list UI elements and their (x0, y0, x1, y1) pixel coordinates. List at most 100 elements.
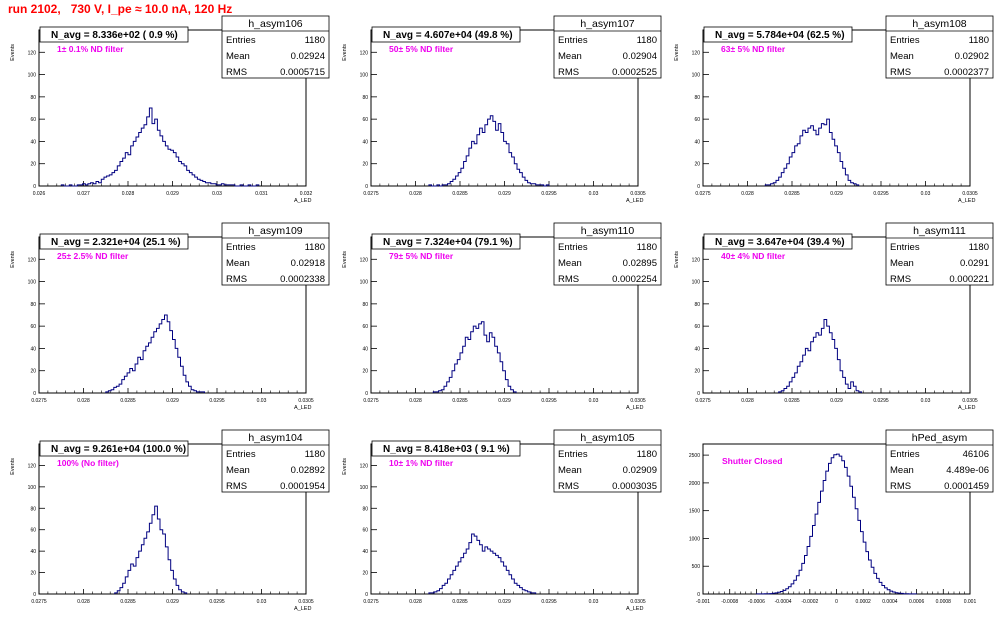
y-tick-label: 120 (28, 50, 37, 56)
y-axis-label: Events (342, 44, 348, 61)
n-avg-label: N_avg = 4.607e+04 (49.8 %) (383, 30, 513, 41)
stats-box (885, 429, 994, 493)
x-tick-label: 0.0295 (873, 191, 889, 197)
x-tick-label: 0.03 (589, 599, 599, 605)
filter-label: 25± 2.5% ND filter (57, 251, 129, 261)
x-tick-label: 0.0275 (363, 398, 379, 404)
stats-value: 4.489e-06 (946, 465, 989, 476)
x-tick-label: 0.0295 (541, 599, 557, 605)
x-tick-label: 0.028 (77, 599, 90, 605)
y-tick-label: 80 (362, 506, 368, 512)
n-avg-label: N_avg = 3.647e+04 (39.4 %) (715, 237, 845, 248)
histogram-pad-h-asym110: 0.0275 0.028 0.0285 0.029 0.0295 0.03 0.0305 0 2… (342, 222, 662, 411)
y-tick-label: 100 (692, 280, 701, 286)
y-axis-label: Events (10, 251, 16, 268)
stats-value: 1180 (305, 449, 325, 460)
histogram-pad-hPed-asym: -0.001 -0.0008 -0.0006 -0.0004 -0.0002 0 0.000… (689, 429, 994, 605)
stats-value: 1180 (637, 242, 657, 253)
y-tick-label: 20 (362, 369, 368, 375)
x-tick-label: 0.029 (166, 599, 179, 605)
stats-title: h_asym110 (581, 225, 635, 237)
y-tick-label: 40 (30, 549, 36, 555)
stats-value: 1180 (305, 35, 325, 46)
y-tick-label: 80 (694, 95, 700, 101)
x-tick-label: 0.0305 (962, 191, 978, 197)
x-tick-label: 0.0275 (31, 398, 47, 404)
y-axis-label: Events (10, 44, 16, 61)
y-tick-label: 20 (30, 369, 36, 375)
stats-key: Mean (226, 258, 250, 269)
y-tick-label: 20 (362, 162, 368, 168)
histogram-bins (764, 118, 860, 186)
x-tick-label: 0.0305 (630, 398, 646, 404)
stats-key: Entries (890, 242, 920, 253)
stats-value: 0.0291 (960, 258, 989, 269)
x-tick-label: 0.0275 (695, 191, 711, 197)
x-tick-label: 0.0275 (31, 599, 47, 605)
y-tick-label: 80 (30, 302, 36, 308)
stats-title: hPed_asym (912, 432, 968, 444)
x-tick-label: 0.03 (257, 398, 267, 404)
y-tick-label: 100 (28, 280, 37, 286)
stats-key: Entries (890, 449, 920, 460)
x-tick-label: 0.028 (77, 398, 90, 404)
x-tick-label: -0.0006 (748, 599, 765, 605)
stats-title: h_asym105 (580, 432, 634, 444)
x-tick-label: 0.028 (741, 398, 754, 404)
stats-key: RMS (226, 274, 247, 285)
x-tick-label: 0.0295 (209, 599, 225, 605)
x-axis-label: A_LED (294, 606, 311, 612)
stats-title: h_asym108 (912, 18, 966, 30)
filter-label: 40± 4% ND filter (721, 251, 786, 261)
x-tick-label: 0.03 (212, 191, 222, 197)
y-tick-label: 0 (33, 592, 36, 598)
histogram-pad-h-asym105: 0.0275 0.028 0.0285 0.029 0.0295 0.03 0.0305 0 2… (342, 429, 662, 612)
n-avg-box (371, 26, 521, 43)
stats-value: 0.02895 (623, 258, 657, 269)
stats-key: Mean (558, 465, 582, 476)
x-tick-label: 0.0285 (784, 398, 800, 404)
stats-value: 0.0002254 (612, 274, 657, 285)
x-tick-label: 0.028 (741, 191, 754, 197)
stats-key: Entries (558, 35, 588, 46)
n-avg-box (371, 440, 521, 457)
stats-value: 0.02909 (623, 465, 657, 476)
y-tick-label: 20 (694, 369, 700, 375)
histogram-bins (428, 115, 550, 187)
x-axis-label: A_LED (958, 198, 975, 204)
x-tick-label: 0.0285 (452, 599, 468, 605)
stats-value: 0.0001954 (280, 481, 325, 492)
stats-key: RMS (226, 67, 247, 78)
y-tick-label: 60 (362, 324, 368, 330)
stats-key: Mean (558, 258, 582, 269)
y-tick-label: 100 (360, 73, 369, 79)
x-tick-label: 0.029 (830, 398, 843, 404)
stats-value: 0.02904 (623, 51, 657, 62)
y-axis-label: Events (674, 251, 680, 268)
stats-box (221, 429, 330, 493)
n-avg-label: N_avg = 5.784e+04 (62.5 %) (715, 30, 845, 41)
y-tick-label: 120 (692, 257, 701, 263)
y-tick-label: 500 (692, 564, 701, 570)
y-tick-label: 40 (362, 549, 368, 555)
x-tick-label: 0.029 (830, 191, 843, 197)
y-tick-label: 100 (28, 73, 37, 79)
x-tick-label: 0.028 (122, 191, 135, 197)
x-tick-label: 0.026 (33, 191, 46, 197)
x-tick-label: 0.0006 (909, 599, 925, 605)
x-tick-label: 0.03 (921, 191, 931, 197)
y-tick-label: 40 (362, 346, 368, 352)
histogram-pad-h-asym111: 0.0275 0.028 0.0285 0.029 0.0295 0.03 0.0305 0 2… (674, 222, 994, 411)
y-tick-label: 100 (360, 485, 369, 491)
stats-key: Mean (890, 51, 914, 62)
y-tick-label: 120 (692, 50, 701, 56)
y-tick-label: 100 (28, 485, 37, 491)
histogram-bins (755, 453, 918, 595)
y-tick-label: 0 (697, 184, 700, 190)
x-tick-label: 0.029 (498, 599, 511, 605)
y-tick-label: 60 (362, 117, 368, 123)
x-tick-label: 0.03 (589, 191, 599, 197)
y-tick-label: 20 (694, 162, 700, 168)
x-tick-label: 0.031 (255, 191, 268, 197)
y-tick-label: 80 (362, 302, 368, 308)
